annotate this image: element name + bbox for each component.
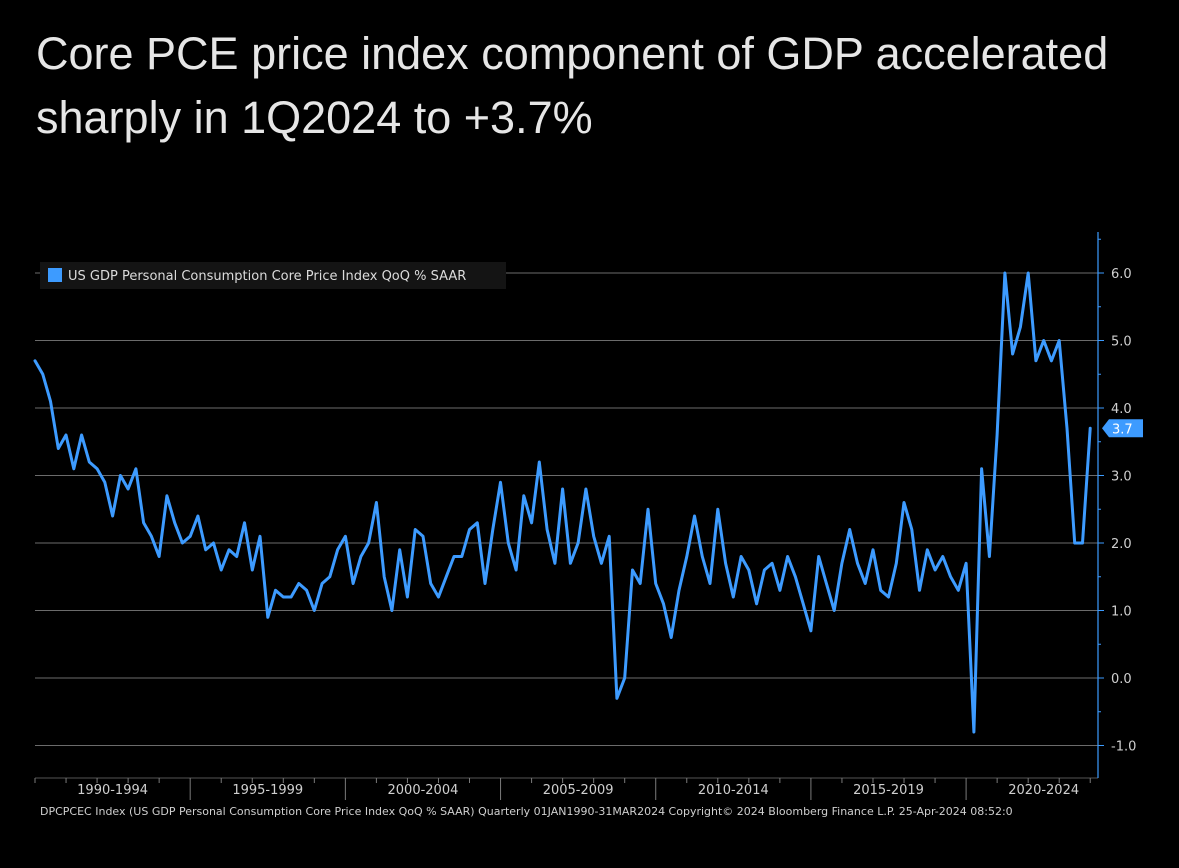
y-tick-label: 2.0 (1111, 537, 1132, 552)
last-value-flag: 3.7 (1102, 419, 1143, 438)
y-tick-label: 3.0 (1111, 470, 1132, 485)
series-layer (33, 271, 1092, 734)
y-tick-label: 5.0 (1111, 335, 1132, 350)
legend-label: US GDP Personal Consumption Core Price I… (68, 269, 466, 284)
x-tick-label: 1990-1994 (77, 783, 148, 798)
x-tick-label: 2000-2004 (388, 783, 459, 798)
y-tick-label: -1.0 (1111, 740, 1136, 755)
last-value-flag-shape (1102, 419, 1143, 438)
x-axis: 1990-1994 1995-1999 2000-2004 2005-2009 2010… (34, 777, 1098, 800)
legend-swatch (48, 268, 62, 282)
chart-title: Core PCE price index component of GDP ac… (36, 28, 1109, 143)
legend-box (40, 262, 506, 289)
y-axis: -1.0 0.0 1.0 2.0 3.0 4.0 5.0 6.0 (1097, 232, 1136, 778)
gridlines (35, 272, 1098, 746)
y-tick-label: 0.0 (1111, 672, 1132, 687)
y-tick-label: 1.0 (1111, 605, 1132, 620)
legend: US GDP Personal Consumption Core Price I… (40, 262, 506, 289)
x-tick-label: 2020-2024 (1008, 783, 1079, 798)
y-tick-label: 4.0 (1111, 402, 1132, 417)
x-tick-label: 2010-2014 (698, 783, 769, 798)
y-tick-label: 6.0 (1111, 267, 1132, 282)
last-value-label: 3.7 (1112, 422, 1133, 437)
x-tick-label: 2005-2009 (543, 783, 614, 798)
x-tick-label: 2015-2019 (853, 783, 924, 798)
x-tick-label: 1995-1999 (232, 783, 303, 798)
series-line (33, 271, 1092, 734)
footer-source: DPCPCEC Index (US GDP Personal Consumpti… (40, 805, 1013, 818)
